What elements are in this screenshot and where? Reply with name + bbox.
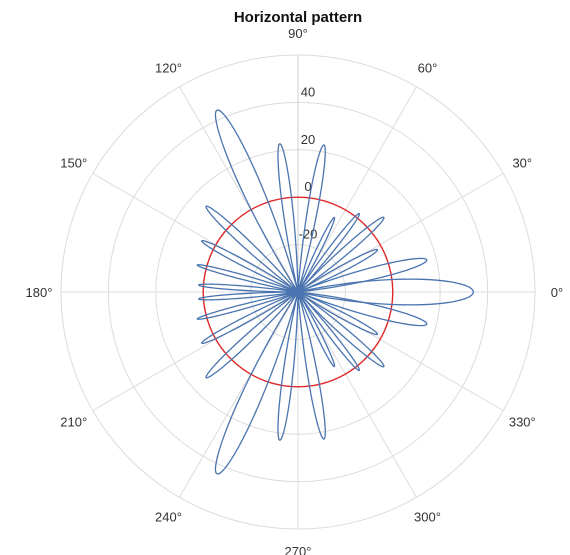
grid-spoke (179, 291, 299, 498)
pattern-lobe (198, 291, 299, 301)
pattern-lobe (205, 205, 299, 293)
angle-tick-label: 0° (551, 285, 563, 300)
grid-spoke (297, 291, 504, 411)
angle-tick-label: 90° (288, 26, 308, 41)
pattern-lobe (297, 257, 428, 293)
angle-tick-label: 210° (60, 415, 87, 430)
pattern-lobe (205, 291, 299, 379)
pattern-lobe (297, 278, 475, 306)
pattern-lobe (196, 291, 299, 320)
angle-tick-label: 120° (155, 61, 182, 76)
radial-tick-label: 0 (304, 179, 311, 194)
pattern-lobe (297, 291, 336, 368)
pattern-lobe (297, 144, 326, 293)
angle-tick-label: 240° (155, 509, 182, 524)
pattern-lobe (214, 291, 299, 475)
pattern-lobe (277, 291, 299, 441)
angle-tick-label: 150° (60, 156, 87, 171)
pattern-lobe (201, 291, 299, 345)
pattern-lobe (297, 291, 326, 440)
radial-tick-label: 20 (301, 132, 315, 147)
grid-spoke (92, 291, 299, 411)
pattern-lobe (277, 143, 299, 293)
pattern-lobe (297, 291, 385, 368)
pattern-lobe (297, 291, 428, 327)
pattern-lobe (198, 283, 299, 293)
angle-tick-labels: 0° 30° 60° 90° 120° 150° 180° 210° 240° 270° 300° 3… (26, 26, 564, 555)
radial-tick-labels: -20 0 20 40 (299, 84, 318, 241)
chart-title: Horizontal pattern (234, 9, 362, 26)
pattern-lobe (297, 216, 336, 293)
angle-tick-label: 30° (512, 156, 532, 171)
pattern-lobe (196, 264, 299, 293)
radial-tick-label: 40 (301, 84, 315, 99)
pattern-lobe (297, 216, 385, 293)
pattern-lobe (201, 239, 299, 293)
grid-spoke (179, 86, 299, 293)
angle-tick-label: 330° (509, 415, 536, 430)
radial-tick-label: -20 (299, 227, 318, 242)
grid-spoke (297, 173, 504, 293)
pattern-lobe (297, 291, 379, 336)
angle-tick-label: 180° (26, 285, 53, 300)
reference-circle (202, 196, 394, 388)
angle-tick-label: 300° (414, 509, 441, 524)
pattern-lobe (297, 212, 361, 293)
pattern-lobe (297, 291, 361, 372)
angle-tick-label: 270° (285, 544, 312, 555)
pattern-lobes (196, 109, 475, 475)
pattern-lobe (297, 248, 379, 293)
angle-tick-label: 60° (418, 61, 438, 76)
grid-spoke (92, 173, 299, 293)
pattern-lobe (214, 109, 299, 293)
